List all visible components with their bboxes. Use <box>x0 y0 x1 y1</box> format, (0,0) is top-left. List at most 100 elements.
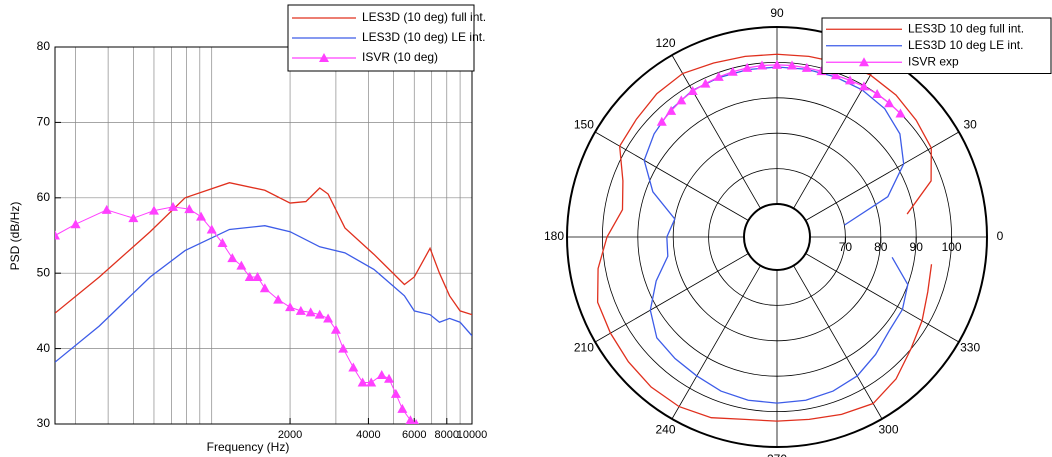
y-tick-label: 30 <box>37 416 51 430</box>
marker <box>713 71 724 81</box>
x-tick-label: 2000 <box>278 429 302 441</box>
x-tick-label: 8000 <box>435 429 459 441</box>
legend-label: LES3D (10 deg) full int. <box>362 10 486 24</box>
marker <box>357 377 368 387</box>
x-tick-label: 6000 <box>402 429 426 441</box>
marker <box>872 88 883 98</box>
y-tick-label: 50 <box>37 265 51 279</box>
r-tick-label: 90 <box>910 240 924 254</box>
plot-frame <box>54 46 473 425</box>
marker <box>128 213 139 223</box>
angle-label: 240 <box>655 422 675 436</box>
marker <box>787 60 798 70</box>
marker <box>756 60 767 70</box>
spoke <box>793 265 883 420</box>
marker <box>217 238 228 248</box>
angle-label: 270 <box>767 452 787 457</box>
spoke <box>671 265 761 420</box>
legend-label: LES3D 10 deg full int. <box>908 21 1024 35</box>
angle-label: 300 <box>878 422 898 436</box>
spoke <box>805 253 960 343</box>
x-tick-label: 10000 <box>457 429 488 441</box>
angle-label: 0 <box>997 229 1004 243</box>
marker <box>376 369 387 379</box>
marker <box>700 78 711 88</box>
legend-label: ISVR exp <box>908 54 959 68</box>
y-tick-label: 70 <box>37 115 51 129</box>
marker <box>366 377 377 387</box>
marker <box>259 283 270 293</box>
angle-label: 90 <box>770 6 784 20</box>
series-line <box>55 225 472 363</box>
angle-label: 210 <box>574 341 594 355</box>
series-line <box>55 206 417 424</box>
marker <box>895 108 906 118</box>
r-tick-label: 100 <box>942 240 962 254</box>
angle-label: 330 <box>960 341 980 355</box>
marker <box>55 230 60 240</box>
marker <box>338 343 349 353</box>
marker <box>330 324 341 334</box>
spoke <box>594 253 749 343</box>
y-axis-label: PSD (dB/Hz) <box>8 202 22 271</box>
marker <box>858 81 869 91</box>
marker <box>830 70 841 80</box>
marker <box>101 204 112 214</box>
legend-label: LES3D (10 deg) LE int. <box>362 30 485 44</box>
r-tick-label: 70 <box>839 240 853 254</box>
x-tick-label: 4000 <box>356 429 380 441</box>
marker <box>196 211 207 221</box>
legend-label: ISVR (10 deg) <box>362 50 438 64</box>
marker <box>285 302 296 312</box>
spoke <box>594 131 749 221</box>
legend-marker <box>859 57 869 67</box>
spoke <box>793 54 883 209</box>
y-tick-label: 80 <box>37 39 51 53</box>
marker <box>314 309 325 319</box>
marker <box>184 204 195 214</box>
marker <box>884 98 895 108</box>
r-tick-label: 80 <box>874 240 888 254</box>
series-line <box>55 182 472 316</box>
marker <box>413 419 419 424</box>
marker <box>323 313 334 323</box>
marker <box>206 224 217 234</box>
marker <box>148 205 159 215</box>
legend-label: LES3D 10 deg LE int. <box>908 38 1023 52</box>
marker <box>384 373 395 383</box>
marker <box>727 66 738 76</box>
marker <box>390 388 401 398</box>
spoke <box>671 54 761 209</box>
marker <box>273 294 284 304</box>
angle-label: 150 <box>574 118 594 132</box>
marker <box>70 219 81 229</box>
series-line <box>643 66 909 404</box>
marker <box>676 95 687 105</box>
marker <box>405 415 416 424</box>
marker <box>742 62 753 72</box>
x-axis-label: Frequency (Hz) <box>207 440 290 454</box>
spoke <box>805 131 960 221</box>
y-tick-label: 40 <box>37 341 51 355</box>
marker <box>244 271 255 281</box>
inner-circle <box>743 203 811 271</box>
marker <box>772 59 782 69</box>
plot-area <box>55 182 472 424</box>
marker <box>801 62 812 72</box>
marker <box>295 305 306 315</box>
marker <box>348 362 359 372</box>
marker <box>252 271 263 281</box>
marker <box>397 403 408 413</box>
marker <box>845 75 856 85</box>
marker <box>167 201 178 211</box>
angle-label: 120 <box>655 36 675 50</box>
y-tick-label: 60 <box>37 190 51 204</box>
marker <box>227 253 238 263</box>
angle-label: 180 <box>544 229 564 243</box>
marker <box>687 86 698 96</box>
marker <box>656 116 667 126</box>
marker <box>666 105 677 115</box>
marker <box>236 260 247 270</box>
angle-label: 30 <box>963 118 977 132</box>
